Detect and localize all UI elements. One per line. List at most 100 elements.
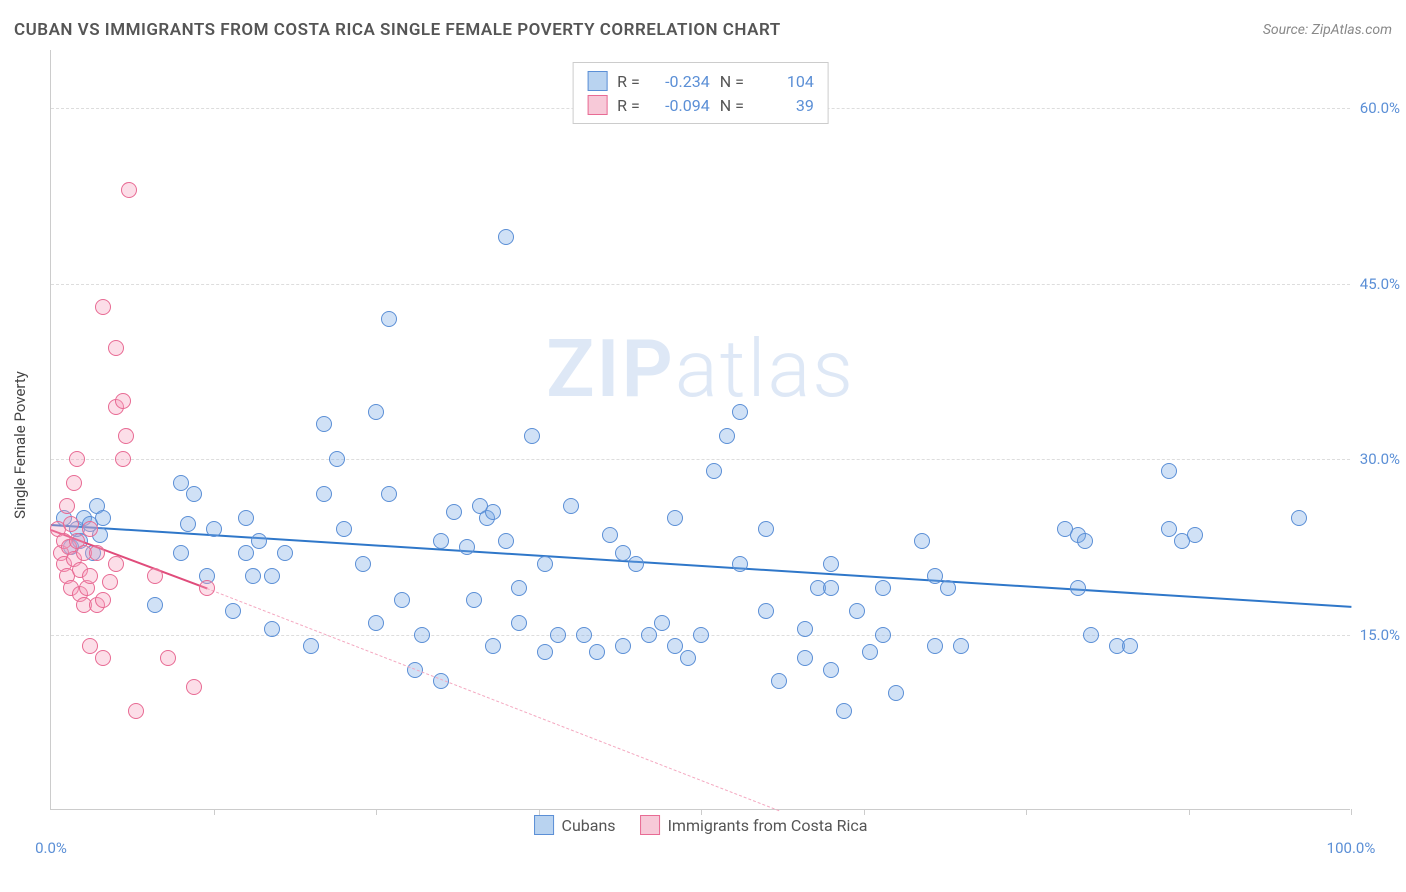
x-tick-label: 0.0% bbox=[35, 839, 67, 857]
scatter-point-cubans bbox=[485, 504, 501, 520]
y-tick-label: 30.0% bbox=[1352, 450, 1400, 468]
scatter-point-cubans bbox=[732, 556, 748, 572]
scatter-point-costa-rica bbox=[147, 568, 163, 584]
scatter-point-cubans bbox=[615, 638, 631, 654]
scatter-point-cubans bbox=[316, 486, 332, 502]
scatter-point-cubans bbox=[823, 580, 839, 596]
scatter-point-costa-rica bbox=[66, 475, 82, 491]
scatter-point-cubans bbox=[394, 592, 410, 608]
scatter-point-cubans bbox=[238, 545, 254, 561]
scatter-point-cubans bbox=[485, 638, 501, 654]
source-attribution: Source: ZipAtlas.com bbox=[1263, 22, 1392, 38]
scatter-point-cubans bbox=[238, 510, 254, 526]
scatter-point-cubans bbox=[550, 627, 566, 643]
scatter-point-cubans bbox=[303, 638, 319, 654]
scatter-point-cubans bbox=[823, 556, 839, 572]
legend-n-label: N = bbox=[720, 72, 744, 91]
scatter-point-cubans bbox=[95, 510, 111, 526]
gridline bbox=[51, 284, 1350, 285]
scatter-point-cubans bbox=[693, 627, 709, 643]
scatter-point-cubans bbox=[524, 428, 540, 444]
x-tick-mark bbox=[864, 809, 865, 815]
title-bar: CUBAN VS IMMIGRANTS FROM COSTA RICA SING… bbox=[14, 20, 1392, 40]
legend-stats-row-cubans: R =-0.234N =104 bbox=[587, 69, 814, 93]
scatter-point-cubans bbox=[355, 556, 371, 572]
scatter-point-cubans bbox=[875, 580, 891, 596]
watermark-light: atlas bbox=[675, 322, 855, 416]
legend-r-value: -0.234 bbox=[650, 72, 710, 91]
scatter-point-cubans bbox=[537, 644, 553, 660]
scatter-point-costa-rica bbox=[95, 299, 111, 315]
scatter-point-cubans bbox=[414, 627, 430, 643]
scatter-point-cubans bbox=[602, 527, 618, 543]
scatter-point-cubans bbox=[862, 644, 878, 660]
scatter-point-cubans bbox=[758, 603, 774, 619]
scatter-point-cubans bbox=[927, 638, 943, 654]
scatter-point-cubans bbox=[628, 556, 644, 572]
scatter-point-cubans bbox=[576, 627, 592, 643]
scatter-point-cubans bbox=[797, 650, 813, 666]
scatter-point-cubans bbox=[206, 521, 222, 537]
scatter-point-cubans bbox=[446, 504, 462, 520]
scatter-point-cubans bbox=[719, 428, 735, 444]
gridline bbox=[51, 459, 1350, 460]
y-tick-label: 45.0% bbox=[1352, 275, 1400, 293]
scatter-point-cubans bbox=[245, 568, 261, 584]
scatter-point-cubans bbox=[1161, 521, 1177, 537]
scatter-point-cubans bbox=[836, 703, 852, 719]
x-tick-mark bbox=[214, 809, 215, 815]
scatter-point-cubans bbox=[466, 592, 482, 608]
legend-n-label: N = bbox=[720, 96, 744, 115]
scatter-point-costa-rica bbox=[160, 650, 176, 666]
scatter-point-cubans bbox=[615, 545, 631, 561]
scatter-point-cubans bbox=[732, 404, 748, 420]
legend-item-cubans: Cubans bbox=[534, 815, 616, 835]
scatter-point-cubans bbox=[368, 615, 384, 631]
scatter-point-cubans bbox=[1122, 638, 1138, 654]
scatter-point-cubans bbox=[264, 621, 280, 637]
scatter-point-cubans bbox=[589, 644, 605, 660]
scatter-point-cubans bbox=[641, 627, 657, 643]
scatter-point-cubans bbox=[797, 621, 813, 637]
scatter-point-cubans bbox=[459, 539, 475, 555]
y-tick-label: 15.0% bbox=[1352, 626, 1400, 644]
scatter-point-cubans bbox=[173, 545, 189, 561]
scatter-point-costa-rica bbox=[121, 182, 137, 198]
legend-series-label: Cubans bbox=[562, 816, 616, 835]
scatter-point-cubans bbox=[336, 521, 352, 537]
x-tick-mark bbox=[1026, 809, 1027, 815]
scatter-point-cubans bbox=[316, 416, 332, 432]
scatter-point-cubans bbox=[173, 475, 189, 491]
scatter-point-cubans bbox=[498, 229, 514, 245]
scatter-point-cubans bbox=[940, 580, 956, 596]
scatter-point-costa-rica bbox=[95, 650, 111, 666]
legend-item-costa-rica: Immigrants from Costa Rica bbox=[640, 815, 868, 835]
scatter-point-cubans bbox=[1291, 510, 1307, 526]
scatter-point-cubans bbox=[147, 597, 163, 613]
scatter-point-cubans bbox=[511, 580, 527, 596]
scatter-point-cubans bbox=[381, 486, 397, 502]
scatter-point-cubans bbox=[225, 603, 241, 619]
scatter-point-cubans bbox=[433, 533, 449, 549]
scatter-point-cubans bbox=[368, 404, 384, 420]
scatter-point-cubans bbox=[875, 627, 891, 643]
scatter-point-cubans bbox=[888, 685, 904, 701]
scatter-point-cubans bbox=[498, 533, 514, 549]
plot-wrap: Single Female Poverty ZIPatlas R =-0.234… bbox=[50, 50, 1390, 840]
scatter-point-costa-rica bbox=[63, 516, 79, 532]
scatter-point-cubans bbox=[914, 533, 930, 549]
series-legend: Cubans Immigrants from Costa Rica bbox=[534, 815, 868, 835]
scatter-point-cubans bbox=[1077, 533, 1093, 549]
scatter-point-costa-rica bbox=[89, 545, 105, 561]
scatter-point-cubans bbox=[953, 638, 969, 654]
legend-series-label: Immigrants from Costa Rica bbox=[668, 816, 868, 835]
scatter-point-cubans bbox=[654, 615, 670, 631]
scatter-point-costa-rica bbox=[59, 498, 75, 514]
x-tick-label: 100.0% bbox=[1327, 839, 1376, 857]
scatter-point-cubans bbox=[537, 556, 553, 572]
legend-stats-row-costa-rica: R =-0.094N =39 bbox=[587, 93, 814, 117]
scatter-point-costa-rica bbox=[128, 703, 144, 719]
scatter-point-costa-rica bbox=[118, 428, 134, 444]
legend-r-label: R = bbox=[617, 72, 640, 91]
scatter-point-cubans bbox=[758, 521, 774, 537]
